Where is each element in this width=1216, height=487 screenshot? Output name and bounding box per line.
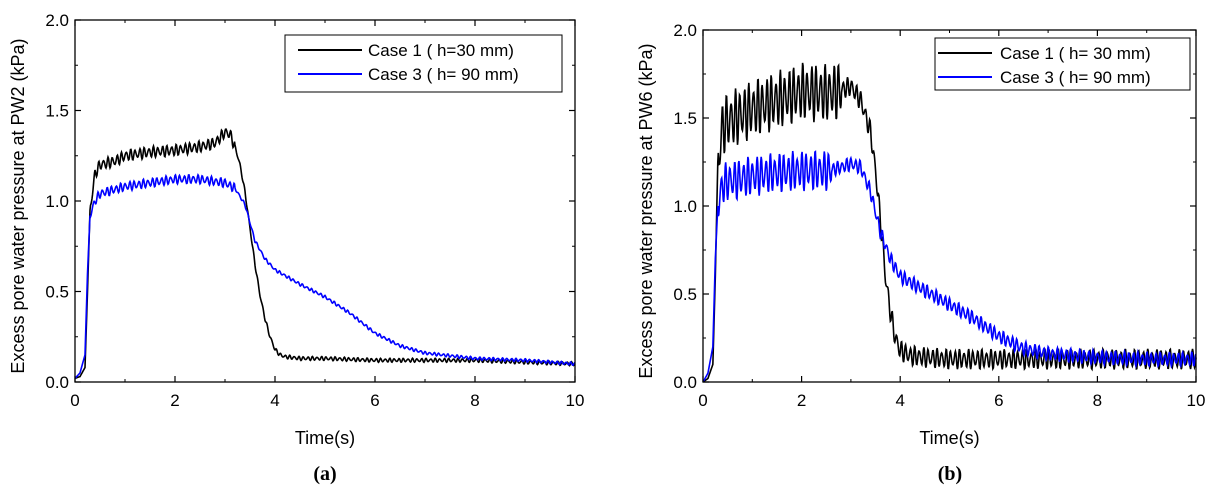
x-tick-label: 2 bbox=[797, 391, 806, 410]
legend-label: Case 3 ( h= 90 mm) bbox=[1000, 68, 1151, 87]
y-tick-label: 0.5 bbox=[673, 285, 697, 304]
y-tick-label: 2.0 bbox=[673, 21, 697, 40]
legend: Case 1 ( h= 30 mm) Case 3 ( h= 90 mm) bbox=[934, 37, 1191, 91]
chart-panel-2: 0 2 4 6 8 10 0.0 0.5 1.0 1.5 2.0 Time(s) Excess pore… bbox=[636, 21, 1205, 485]
x-axis-label: Time(s) bbox=[919, 428, 979, 448]
legend-label: Case 3 ( h= 90 mm) bbox=[368, 65, 519, 84]
y-axis-label: Excess pore water pressure at PW6 (kPa) bbox=[636, 43, 656, 378]
x-tick-label: 10 bbox=[1187, 391, 1206, 410]
x-tick-label: 4 bbox=[270, 391, 279, 410]
y-tick-label: 0.0 bbox=[673, 373, 697, 392]
series-line-2 bbox=[74, 172, 576, 379]
chart-panel-1: 0 2 4 6 8 10 0.0 0.5 1.0 1.5 2.0 Time(s) Excess pore… bbox=[8, 11, 584, 485]
series-line-2 bbox=[702, 150, 1197, 383]
y-tick-label: 0.5 bbox=[45, 283, 69, 302]
x-tick-label: 6 bbox=[994, 391, 1003, 410]
x-tick-label: 4 bbox=[895, 391, 904, 410]
x-tick-label: 0 bbox=[70, 391, 79, 410]
y-tick-label: 0.0 bbox=[45, 373, 69, 392]
legend-box bbox=[934, 37, 1191, 91]
y-tick-label: 2.0 bbox=[45, 11, 69, 30]
legend-label: Case 1 ( h=30 mm) bbox=[368, 41, 514, 60]
series-line-1 bbox=[702, 62, 1197, 383]
y-tick-label: 1.5 bbox=[45, 102, 69, 121]
x-tick-label: 10 bbox=[566, 391, 585, 410]
legend: Case 1 ( h=30 mm) Case 3 ( h= 90 mm) bbox=[284, 34, 563, 93]
y-tick-label: 1.5 bbox=[673, 109, 697, 128]
y-tick-label: 1.0 bbox=[45, 192, 69, 211]
legend-box bbox=[284, 34, 563, 93]
series-line-1 bbox=[74, 128, 576, 380]
x-tick-label: 8 bbox=[470, 391, 479, 410]
y-axis-label: Excess pore water pressure at PW2 (kPa) bbox=[8, 38, 28, 373]
x-axis-label: Time(s) bbox=[295, 428, 355, 448]
x-tick-label: 6 bbox=[370, 391, 379, 410]
y-tick-label: 1.0 bbox=[673, 197, 697, 216]
legend-label: Case 1 ( h= 30 mm) bbox=[1000, 44, 1151, 63]
x-tick-label: 8 bbox=[1093, 391, 1102, 410]
x-tick-label: 0 bbox=[698, 391, 707, 410]
x-tick-label: 2 bbox=[170, 391, 179, 410]
panel-label: (b) bbox=[938, 463, 962, 485]
panel-label: (a) bbox=[313, 463, 336, 485]
